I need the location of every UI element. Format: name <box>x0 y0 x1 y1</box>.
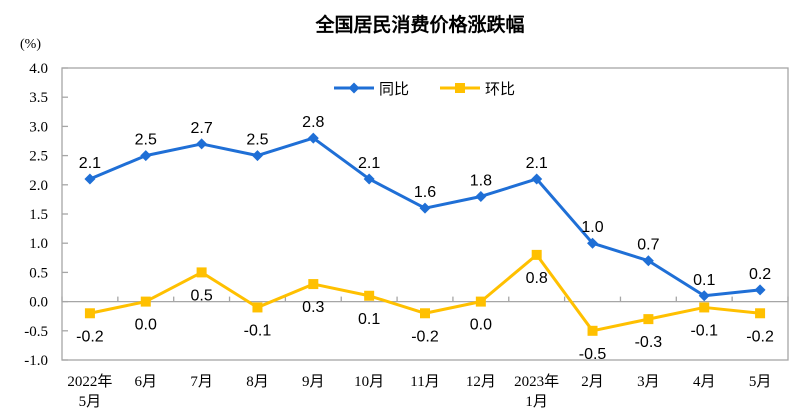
data-point-marker <box>419 202 431 214</box>
data-label: 2.1 <box>79 155 101 172</box>
data-label: -0.2 <box>746 328 774 345</box>
data-point-marker <box>420 308 430 319</box>
y-axis-tick-label: 1.5 <box>29 207 48 223</box>
data-point-marker <box>475 296 486 307</box>
data-label: 0.2 <box>749 266 771 283</box>
data-label: 0.8 <box>526 270 548 287</box>
y-axis-tick-label: -0.5 <box>24 324 48 340</box>
y-axis-tick-label: 4.0 <box>29 61 48 77</box>
x-axis-label: 6月 <box>135 374 158 390</box>
data-point-marker <box>252 302 263 313</box>
y-axis-tick-label: 3.5 <box>29 90 48 106</box>
data-label: 0.7 <box>637 237 659 254</box>
legend-label: 环比 <box>485 81 515 98</box>
data-point-marker <box>699 302 710 313</box>
x-axis-label: 12月 <box>466 374 496 390</box>
legend-item-0: 同比 <box>334 81 409 98</box>
plot-area: 4.0 3.5 3.0 2.5 2.0 1.5 1.0 0.5 0.0 -0.5 -1.0 2022年… <box>24 61 789 410</box>
x-axis-label: 9月 <box>302 374 325 390</box>
data-point-marker <box>196 267 207 278</box>
data-point-marker <box>642 255 654 267</box>
legend-marker-icon <box>348 82 360 94</box>
chart-title: 全国居民消费价格涨跌幅 <box>314 13 524 36</box>
x-axis-label: 7月 <box>190 374 213 390</box>
y-axis-unit-label: (%) <box>20 37 41 52</box>
y-axis-tick-label: -1.0 <box>24 353 48 369</box>
data-point-marker <box>84 308 95 319</box>
data-label: 1.6 <box>414 184 436 201</box>
legend-item-1: 环比 <box>440 81 515 98</box>
data-label: 0.1 <box>693 272 715 289</box>
data-label: 0.0 <box>470 317 492 334</box>
data-point-marker <box>754 284 766 296</box>
data-label: 2.8 <box>302 114 324 131</box>
data-label: -0.2 <box>411 328 439 345</box>
y-axis-tick-label: 1.0 <box>29 236 48 252</box>
y-axis-tick-label: 2.0 <box>29 178 48 194</box>
data-point-marker <box>251 150 263 162</box>
data-point-marker <box>531 173 543 185</box>
data-label: 2.5 <box>246 132 268 149</box>
data-point-marker <box>698 290 710 302</box>
data-point-marker <box>307 132 319 144</box>
x-axis-label: 10月 <box>354 374 384 390</box>
x-axis-label: 3月 <box>637 374 660 390</box>
data-label: -0.2 <box>76 328 104 345</box>
data-label: 2.7 <box>190 120 212 137</box>
data-label: 2.5 <box>135 132 157 149</box>
legend-label: 同比 <box>379 81 409 98</box>
data-label: -0.1 <box>244 322 272 339</box>
data-label: 2.1 <box>526 155 548 172</box>
data-point-marker <box>587 237 599 249</box>
y-axis-tick-label: 0.5 <box>29 265 48 281</box>
x-axis-label: 2月 <box>581 374 604 390</box>
data-label: 0.0 <box>135 317 157 334</box>
data-point-marker <box>364 290 375 301</box>
data-point-marker <box>531 249 542 260</box>
data-label: 0.5 <box>190 287 212 304</box>
y-axis-tick-label: 2.5 <box>29 149 48 165</box>
data-label: 0.3 <box>302 299 324 316</box>
data-point-marker <box>643 314 654 325</box>
data-point-marker <box>755 308 766 319</box>
data-point-marker <box>363 173 375 185</box>
data-point-marker <box>84 173 96 185</box>
data-point-marker <box>196 138 208 150</box>
data-point-marker <box>587 325 598 336</box>
data-label: 1.0 <box>581 219 603 236</box>
data-label: 2.1 <box>358 155 380 172</box>
x-axis-label: 2022年 5月 <box>67 373 112 410</box>
data-label: -0.3 <box>635 334 663 351</box>
x-axis-label: 2023年 1月 <box>514 373 559 410</box>
legend-marker-icon <box>455 83 465 93</box>
data-point-marker <box>140 296 151 307</box>
data-point-marker <box>308 279 319 290</box>
series-line-0 <box>88 136 762 298</box>
data-label: 0.1 <box>358 311 380 328</box>
x-axis-label: 8月 <box>246 374 269 390</box>
y-axis-tick-label: 3.0 <box>29 119 48 135</box>
y-axis-tick-label: 0.0 <box>29 295 48 311</box>
data-point-marker <box>475 190 487 202</box>
data-label: -0.1 <box>690 322 718 339</box>
data-label: -0.5 <box>579 346 607 363</box>
data-label: 1.8 <box>470 172 492 189</box>
x-axis-label: 5月 <box>749 374 772 390</box>
x-axis-label: 11月 <box>410 374 439 390</box>
data-point-marker <box>140 150 152 162</box>
x-axis-label: 4月 <box>693 374 716 390</box>
